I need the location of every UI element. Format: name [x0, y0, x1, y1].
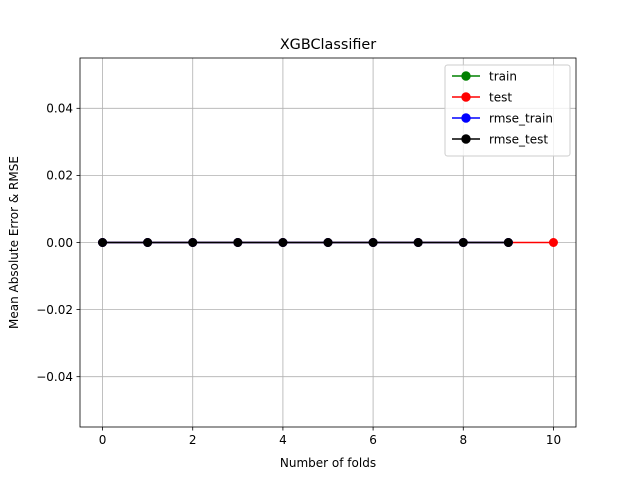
x-tick-label: 6	[369, 433, 377, 447]
x-axis-title: Number of folds	[280, 456, 376, 470]
legend-label: train	[489, 69, 517, 83]
x-tick-label: 10	[546, 433, 561, 447]
legend-label: test	[489, 90, 512, 104]
legend: train test rmse_train rmse_test	[444, 64, 571, 157]
data-point-rmse_test	[503, 238, 513, 248]
y-tick-label: −0.04	[36, 370, 73, 384]
data-point-rmse_test	[323, 238, 333, 248]
data-point-rmse_test	[98, 238, 108, 248]
legend-item-test: test	[452, 90, 512, 104]
legend-box	[444, 64, 571, 157]
y-tick-label: 0.02	[46, 169, 73, 183]
data-point-rmse_test	[143, 238, 153, 248]
y-tick-label: 0.04	[46, 102, 73, 116]
legend-swatch-marker	[461, 71, 471, 81]
data-point-rmse_test	[233, 238, 243, 248]
x-tick-label: 0	[99, 433, 107, 447]
data-point-rmse_test	[188, 238, 198, 248]
legend-label: rmse_train	[489, 111, 553, 125]
y-axis-title: Mean Absolute Error & RMSE	[7, 156, 21, 329]
axis-ticks: 0 2 4 6 8 10 −0.04 −0.02 0.00 0.02 0.04	[36, 102, 561, 447]
series-rmse_test	[98, 238, 513, 248]
x-tick-label: 8	[459, 433, 467, 447]
legend-item-rmse_train: rmse_train	[452, 111, 553, 125]
x-tick-label: 4	[279, 433, 287, 447]
x-tick-label: 2	[189, 433, 197, 447]
legend-label: rmse_test	[489, 132, 548, 146]
plot-series	[98, 238, 558, 248]
data-point-rmse_test	[458, 238, 468, 248]
y-tick-label: 0.00	[46, 236, 73, 250]
data-point-rmse_test	[368, 238, 378, 248]
data-point-rmse_test	[413, 238, 423, 248]
legend-item-train: train	[452, 69, 517, 83]
data-point-rmse_test	[278, 238, 288, 248]
legend-swatch-marker	[461, 113, 471, 123]
legend-item-rmse_test: rmse_test	[452, 132, 548, 146]
data-point-test	[548, 238, 558, 248]
legend-swatch-marker	[461, 134, 471, 144]
chart-title: XGBClassifier	[280, 37, 376, 53]
legend-swatch-marker	[461, 92, 471, 102]
y-tick-label: −0.02	[36, 303, 73, 317]
